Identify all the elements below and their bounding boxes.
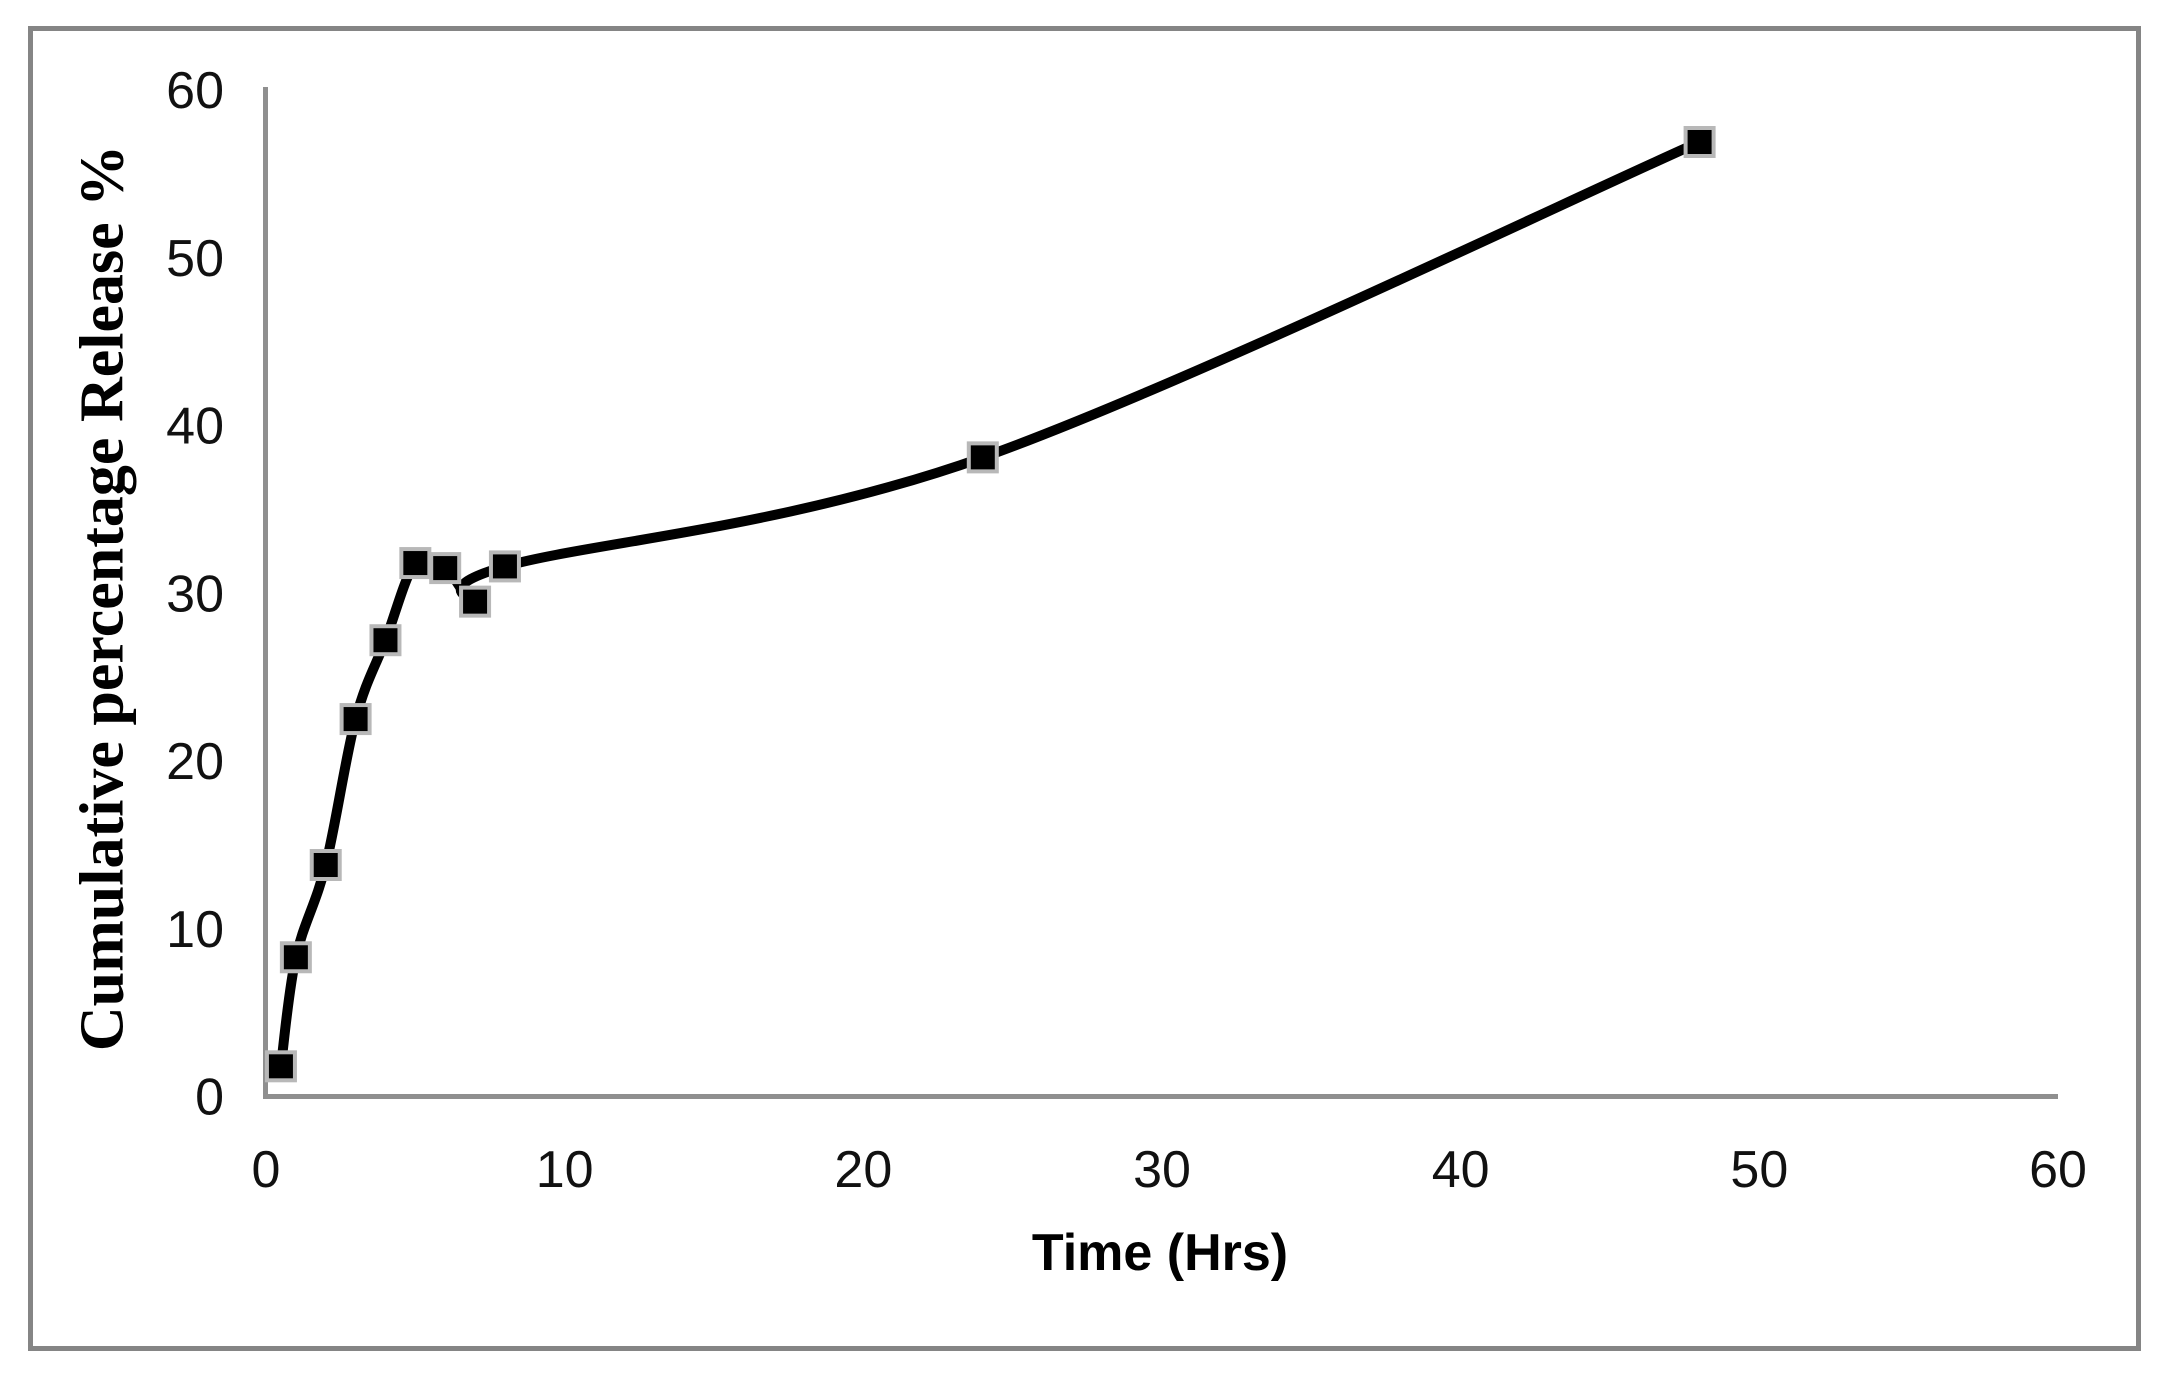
y-tick-label: 40 — [166, 398, 224, 456]
data-point-marker — [1683, 126, 1716, 159]
series-line — [275, 137, 1702, 1067]
x-axis-title: Time (Hrs) — [1031, 1224, 1289, 1282]
data-point-marker — [309, 849, 342, 882]
data-point-marker — [459, 585, 492, 618]
y-tick-label: 20 — [166, 733, 224, 791]
data-point-marker — [279, 941, 312, 974]
data-point-marker — [369, 624, 402, 657]
x-tick-label: 30 — [1133, 1141, 1191, 1199]
data-point-marker — [488, 550, 521, 583]
x-tick-label: 0 — [252, 1141, 281, 1199]
data-point-marker — [399, 547, 432, 580]
data-point-marker — [339, 703, 372, 736]
data-point-marker — [264, 1050, 297, 1083]
y-tick-label: 10 — [166, 901, 224, 959]
x-tick-label: 40 — [1432, 1141, 1490, 1199]
x-tick-label: 50 — [1730, 1141, 1788, 1199]
y-axis-title: Cumulative percentage Release % — [68, 144, 137, 1052]
data-point-marker — [966, 441, 999, 474]
data-point-marker — [429, 552, 462, 585]
y-tick-label: 60 — [166, 62, 224, 120]
x-tick-label: 60 — [2029, 1141, 2087, 1199]
x-tick-label: 10 — [536, 1141, 594, 1199]
y-tick-label: 0 — [195, 1069, 224, 1127]
y-tick-label: 30 — [166, 565, 224, 623]
y-tick-label: 50 — [166, 230, 224, 288]
x-tick-label: 20 — [834, 1141, 892, 1199]
